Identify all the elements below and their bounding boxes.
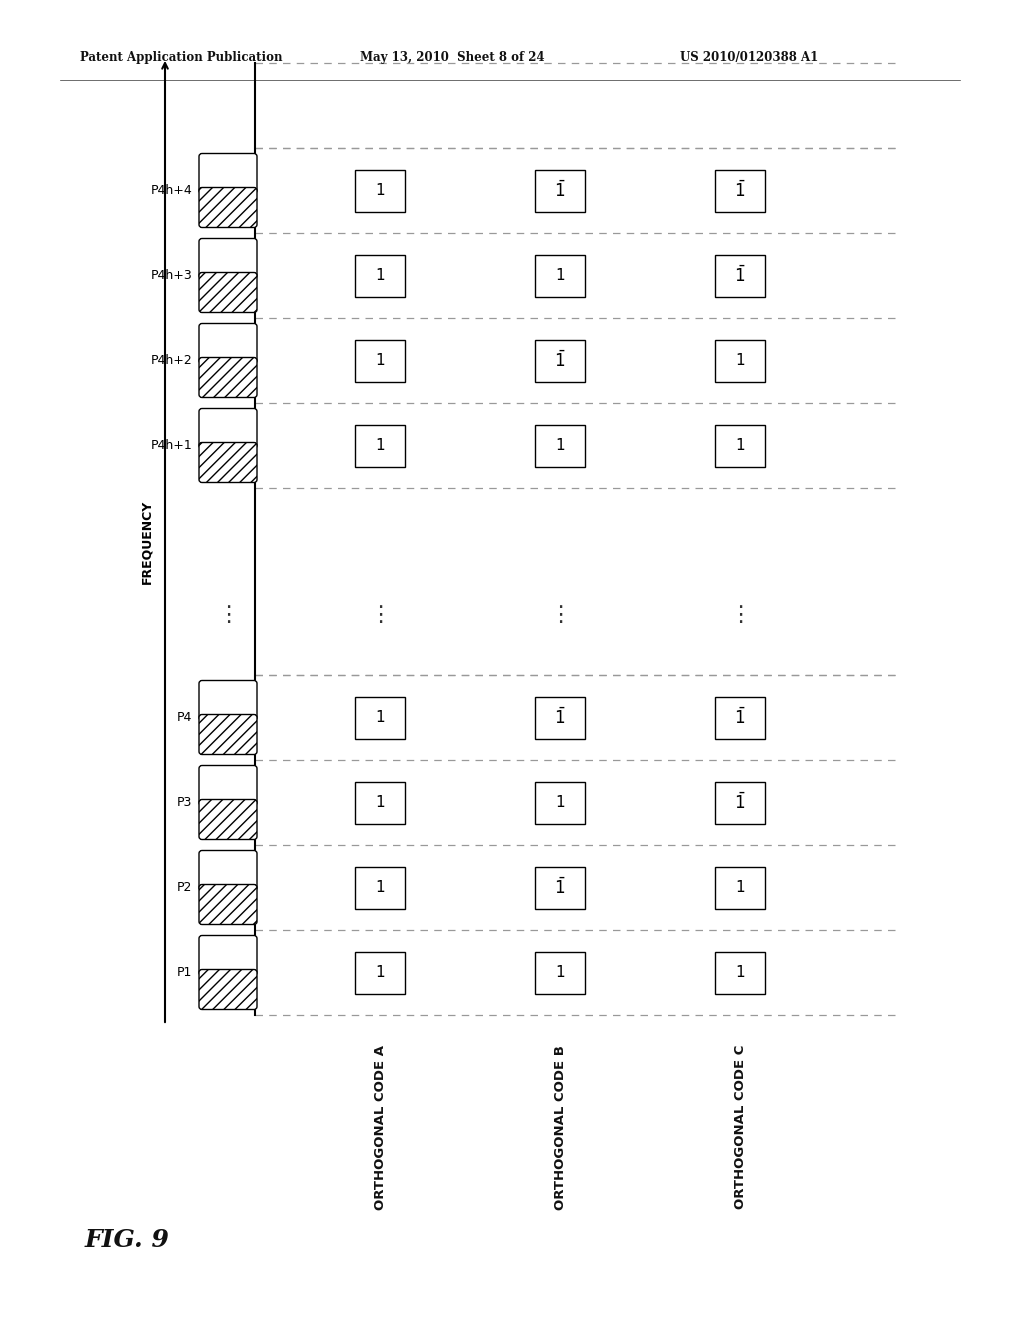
Text: ⋮: ⋮ (729, 605, 752, 624)
Text: $\bar{1}$: $\bar{1}$ (734, 181, 745, 201)
Text: Patent Application Publication: Patent Application Publication (80, 51, 283, 65)
Text: P4: P4 (176, 711, 193, 723)
Bar (535, 781, 585, 824)
Text: 1: 1 (555, 965, 565, 979)
Text: ORTHOGONAL CODE C: ORTHOGONAL CODE C (733, 1045, 746, 1209)
Text: 1: 1 (555, 438, 565, 453)
Text: 1: 1 (375, 438, 385, 453)
Text: P4h+4: P4h+4 (151, 183, 193, 197)
FancyBboxPatch shape (199, 239, 257, 279)
Text: 1: 1 (375, 965, 385, 979)
Bar (715, 697, 765, 738)
FancyBboxPatch shape (199, 800, 257, 840)
Bar (535, 169, 585, 211)
Text: P3: P3 (176, 796, 193, 809)
Bar (715, 781, 765, 824)
Bar (355, 866, 406, 908)
Text: $\bar{1}$: $\bar{1}$ (554, 350, 565, 371)
Text: P1: P1 (176, 966, 193, 979)
FancyBboxPatch shape (199, 850, 257, 891)
FancyBboxPatch shape (199, 323, 257, 363)
Text: 1: 1 (735, 352, 744, 368)
FancyBboxPatch shape (199, 408, 257, 449)
FancyBboxPatch shape (199, 272, 257, 313)
Bar (355, 781, 406, 824)
FancyBboxPatch shape (199, 969, 257, 1010)
Text: P4h+2: P4h+2 (151, 354, 193, 367)
Text: 1: 1 (375, 880, 385, 895)
Bar (715, 339, 765, 381)
Text: $\bar{1}$: $\bar{1}$ (554, 878, 565, 898)
Text: FIG. 9: FIG. 9 (85, 1228, 170, 1251)
Text: 1: 1 (375, 268, 385, 282)
Text: P4h+1: P4h+1 (151, 440, 193, 451)
FancyBboxPatch shape (199, 442, 257, 483)
Bar (715, 952, 765, 994)
Bar (715, 425, 765, 466)
Bar (715, 866, 765, 908)
Text: 1: 1 (735, 965, 744, 979)
Text: P4h+3: P4h+3 (151, 269, 193, 282)
Bar (355, 339, 406, 381)
Bar (355, 169, 406, 211)
Bar (535, 866, 585, 908)
Bar (715, 255, 765, 297)
FancyBboxPatch shape (199, 714, 257, 755)
Text: May 13, 2010  Sheet 8 of 24: May 13, 2010 Sheet 8 of 24 (360, 51, 545, 65)
Text: $\bar{1}$: $\bar{1}$ (734, 792, 745, 813)
Bar (535, 425, 585, 466)
Text: 1: 1 (555, 268, 565, 282)
Text: 1: 1 (375, 183, 385, 198)
Text: $\bar{1}$: $\bar{1}$ (554, 708, 565, 727)
Text: ORTHOGONAL CODE A: ORTHOGONAL CODE A (374, 1045, 386, 1210)
Text: P2: P2 (176, 880, 193, 894)
Bar (535, 255, 585, 297)
Text: ORTHOGONAL CODE B: ORTHOGONAL CODE B (554, 1045, 566, 1210)
Text: $\bar{1}$: $\bar{1}$ (554, 181, 565, 201)
Text: US 2010/0120388 A1: US 2010/0120388 A1 (680, 51, 818, 65)
Text: FREQUENCY: FREQUENCY (140, 499, 153, 583)
Text: 1: 1 (375, 710, 385, 725)
Text: ⋮: ⋮ (369, 605, 391, 624)
FancyBboxPatch shape (199, 884, 257, 924)
Text: 1: 1 (375, 352, 385, 368)
Bar (715, 169, 765, 211)
Bar (535, 952, 585, 994)
Bar (355, 425, 406, 466)
Text: 1: 1 (375, 795, 385, 810)
Text: $\bar{1}$: $\bar{1}$ (734, 708, 745, 727)
FancyBboxPatch shape (199, 766, 257, 805)
Text: 1: 1 (555, 795, 565, 810)
FancyBboxPatch shape (199, 681, 257, 721)
FancyBboxPatch shape (199, 936, 257, 975)
FancyBboxPatch shape (199, 153, 257, 194)
Text: 1: 1 (735, 438, 744, 453)
Text: ⋮: ⋮ (217, 605, 240, 624)
Text: ⋮: ⋮ (549, 605, 571, 624)
Bar (535, 339, 585, 381)
Bar (355, 697, 406, 738)
Bar (535, 697, 585, 738)
Bar (355, 952, 406, 994)
Bar (355, 255, 406, 297)
Text: $\bar{1}$: $\bar{1}$ (734, 265, 745, 285)
Text: 1: 1 (735, 880, 744, 895)
FancyBboxPatch shape (199, 187, 257, 227)
FancyBboxPatch shape (199, 358, 257, 397)
